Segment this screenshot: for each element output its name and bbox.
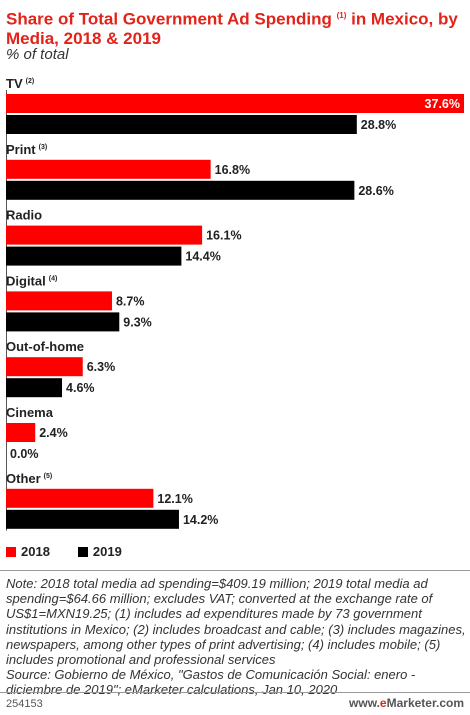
value-label-2019-print: 28.6% [358, 184, 393, 198]
bar-2018-print [6, 159, 211, 179]
value-label-2018-digital: 8.7% [116, 294, 145, 308]
legend-swatch-2019 [77, 546, 88, 557]
value-label-2019-out-of-home: 4.6% [66, 381, 95, 395]
category-label-other: Other (5) [6, 471, 52, 486]
category-label-cinema: Cinema [6, 405, 54, 420]
category-label-digital: Digital (4) [6, 273, 57, 288]
value-label-2018-tv: 37.6% [425, 97, 460, 111]
value-label-2018-out-of-home: 6.3% [87, 360, 116, 374]
value-label-2018-cinema: 2.4% [39, 426, 67, 440]
bar-2018-digital [6, 291, 112, 311]
chart-subtitle: % of total [6, 46, 69, 63]
value-label-2019-radio: 14.4% [185, 250, 220, 264]
title-text: Share of Total Government Ad Spending [6, 9, 332, 29]
divider-bottom [0, 692, 470, 693]
value-label-2019-digital: 9.3% [123, 315, 152, 329]
note-text: Note: 2018 total media ad spending=$409.… [6, 576, 466, 668]
value-label-2019-cinema: 0.0% [10, 447, 39, 461]
legend-swatch-2018 [6, 546, 16, 557]
title-footnote: (1) [336, 11, 347, 20]
bar-2019-print [6, 180, 355, 200]
value-label-2018-other: 12.1% [157, 492, 192, 506]
legend-label-2018: 2018 [21, 544, 50, 559]
bar-2018-tv [6, 94, 464, 113]
value-label-2018-print: 16.8% [215, 163, 250, 177]
bar-2019-digital [6, 312, 120, 332]
legend-item-2018: 2018 [6, 544, 50, 559]
divider-top [0, 570, 470, 571]
emarketer-logo: www.eMarketer.com [349, 696, 464, 710]
bar-chart: TV (2) 37.6% 28.8% Print (3) 16.8% 28.6% Radio 16… [6, 76, 464, 531]
value-label-2019-other: 14.2% [183, 513, 218, 527]
category-label-tv: TV (2) [6, 76, 34, 91]
legend: 2018 2019 [6, 544, 122, 559]
title-text-cont: in Mexico, by Media, 2018 & 2019 [6, 9, 458, 48]
logo-rest: Marketer [386, 696, 436, 710]
category-label-out-of-home: Out-of-home [6, 339, 84, 354]
bar-2019-out-of-home [6, 378, 63, 398]
bar-2018-cinema [6, 423, 36, 442]
source-text: Source: Gobierno de México, "Gastos de C… [6, 667, 416, 698]
bar-2019-tv [6, 115, 357, 134]
value-label-2018-radio: 16.1% [206, 229, 241, 243]
bar-2018-out-of-home [6, 357, 83, 377]
legend-label-2019: 2019 [92, 544, 122, 559]
chart-id: 254153 [6, 698, 43, 710]
logo-suffix: .com [435, 696, 464, 710]
category-label-print: Print (3) [6, 142, 47, 157]
bar-2019-other [6, 509, 179, 529]
bar-2018-other [6, 488, 154, 508]
logo-prefix: www. [349, 696, 380, 710]
bar-2018-radio [6, 225, 203, 245]
bar-2019-radio [6, 246, 182, 266]
value-label-2019-tv: 28.8% [361, 118, 396, 132]
legend-item-2019: 2019 [77, 544, 122, 559]
category-label-radio: Radio [6, 208, 42, 223]
chart-notes: Note: 2018 total media ad spending=$409.… [6, 576, 466, 698]
chart-title: Share of Total Government Ad Spending (1… [6, 6, 466, 48]
logo-e: e [379, 696, 387, 710]
